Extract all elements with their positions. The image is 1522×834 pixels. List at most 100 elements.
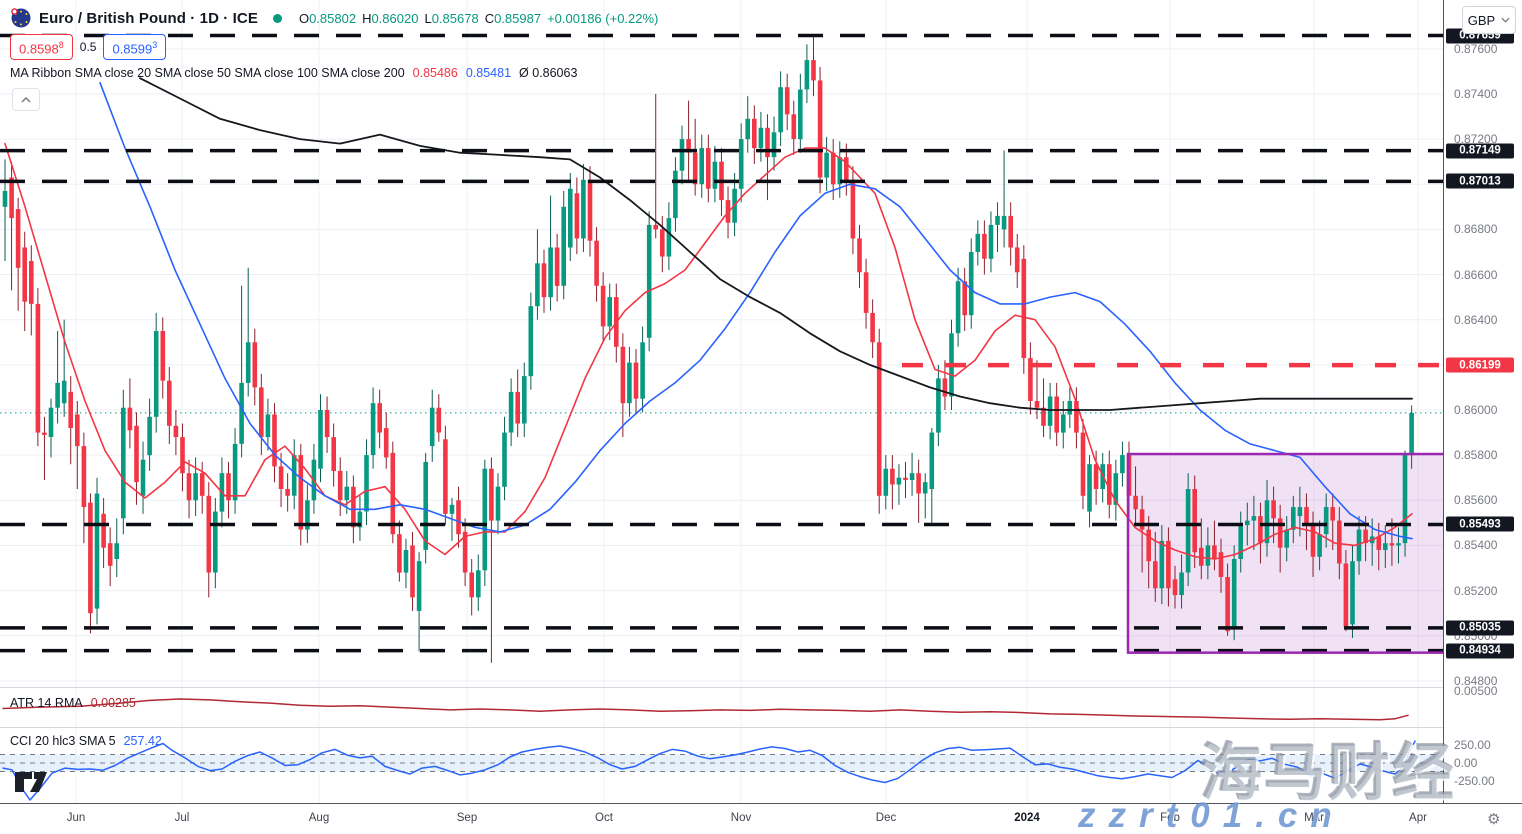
candle (305, 500, 310, 530)
ma-line-sma200[interactable] (139, 77, 1413, 411)
candle (416, 561, 422, 611)
indicator-tick-label: 0.00500 (1454, 684, 1498, 698)
currency-selector[interactable]: GBP (1462, 6, 1516, 34)
month-label[interactable]: Mar (1304, 812, 1324, 824)
high-value: 0.86020 (371, 10, 419, 26)
month-label[interactable]: Jun (66, 812, 86, 824)
buy-button[interactable]: 0.85993 (103, 34, 167, 61)
symbol-flag-icon (11, 8, 31, 28)
candle (1133, 495, 1138, 510)
month-label[interactable]: Sep (456, 812, 478, 824)
indicator-tick-label: 250.00 (1454, 738, 1491, 752)
candle (890, 468, 895, 485)
candle (462, 531, 468, 573)
candle (922, 482, 928, 494)
candle (15, 209, 21, 268)
candle (377, 403, 382, 433)
candle (1080, 432, 1086, 496)
currency-selector-label: GBP (1467, 12, 1496, 28)
candle (259, 387, 264, 438)
candle (791, 114, 797, 140)
candle (600, 285, 606, 327)
month-label[interactable]: Nov (730, 812, 752, 824)
candle (1179, 572, 1184, 596)
candle (180, 437, 185, 474)
month-label[interactable]: Jul (174, 812, 190, 824)
sell-button[interactable]: 0.85988 (10, 34, 73, 61)
collapse-panel-button[interactable] (12, 88, 40, 111)
candle (2, 191, 8, 207)
candle (199, 473, 205, 496)
time-axis[interactable]: ⚙ Jun Jul Aug Sep Oct Nov Dec 2024 Feb Mar Apr (0, 803, 1522, 834)
atr-value: 0.00285 (90, 696, 136, 710)
ma-average-value: Ø 0.86063 (519, 66, 578, 80)
candle (364, 455, 369, 512)
cci-label: CCI 20 hlc3 SMA 5 (10, 734, 116, 748)
atr-line[interactable] (2, 698, 1409, 721)
candle (673, 170, 678, 219)
candle (1047, 396, 1053, 426)
month-label[interactable]: Dec (875, 812, 897, 824)
tradingview-logo[interactable] (14, 771, 48, 793)
cci-line[interactable] (2, 740, 1416, 801)
candle (1310, 525, 1316, 557)
candle (390, 452, 396, 535)
candle (936, 378, 941, 433)
candle (42, 432, 47, 435)
candle (568, 188, 573, 248)
candle (245, 342, 251, 383)
candle (758, 127, 764, 149)
market-status-dot[interactable] (272, 13, 282, 23)
candle (752, 118, 757, 149)
candle (351, 486, 356, 528)
price-tick-label: 0.87400 (1454, 86, 1498, 101)
candle (213, 511, 218, 573)
candle (909, 473, 915, 480)
candle (1113, 473, 1119, 505)
candle (1238, 525, 1243, 559)
candle (1008, 215, 1013, 248)
month-label[interactable]: Oct (595, 812, 613, 824)
candle (968, 252, 974, 316)
candle (1014, 247, 1020, 273)
cci-legend[interactable]: CCI 20 hlc3 SMA 5 257.42 (10, 734, 162, 748)
candle (1001, 215, 1007, 230)
axis-settings-gear-icon[interactable]: ⚙ (1487, 811, 1501, 828)
open-value: 0.85802 (309, 10, 357, 26)
ma-line-sma50[interactable] (99, 81, 1413, 540)
price-axis[interactable]: 0.87600 0.87400 0.87200 0.86800 0.86600 0.864… (1443, 0, 1522, 803)
candle (55, 382, 60, 408)
candle (436, 407, 442, 433)
month-label[interactable]: 2024 (1014, 812, 1040, 824)
candle (653, 224, 658, 230)
candle (101, 513, 106, 548)
candle (824, 152, 829, 178)
month-label[interactable]: Apr (1409, 812, 1427, 824)
chevron-down-icon (1501, 17, 1510, 23)
candle (660, 229, 665, 257)
month-label[interactable]: Feb (1160, 812, 1180, 824)
ma-line-sma20[interactable] (4, 142, 1413, 560)
candle (896, 477, 902, 485)
candle (410, 545, 415, 598)
atr-legend[interactable]: ATR 14 RMA 0.00285 (10, 696, 136, 710)
candle (443, 439, 448, 514)
candle (962, 281, 967, 316)
candle (646, 224, 652, 338)
candle (554, 247, 560, 286)
candle (502, 432, 507, 487)
candle (522, 376, 527, 424)
candle (857, 238, 862, 273)
price-tick-label: 0.85200 (1454, 583, 1498, 598)
price-tick-label: 0.86400 (1454, 312, 1498, 327)
symbol-title[interactable]: Euro / British Pound · 1D · ICE (39, 9, 258, 27)
month-label[interactable]: Aug (308, 812, 330, 824)
ma-ribbon-legend[interactable]: MA Ribbon SMA close 20 SMA close 50 SMA … (10, 66, 577, 80)
candle (331, 437, 336, 471)
candle (397, 534, 402, 573)
candle (745, 118, 750, 140)
candle (535, 263, 540, 307)
candle (876, 342, 882, 496)
